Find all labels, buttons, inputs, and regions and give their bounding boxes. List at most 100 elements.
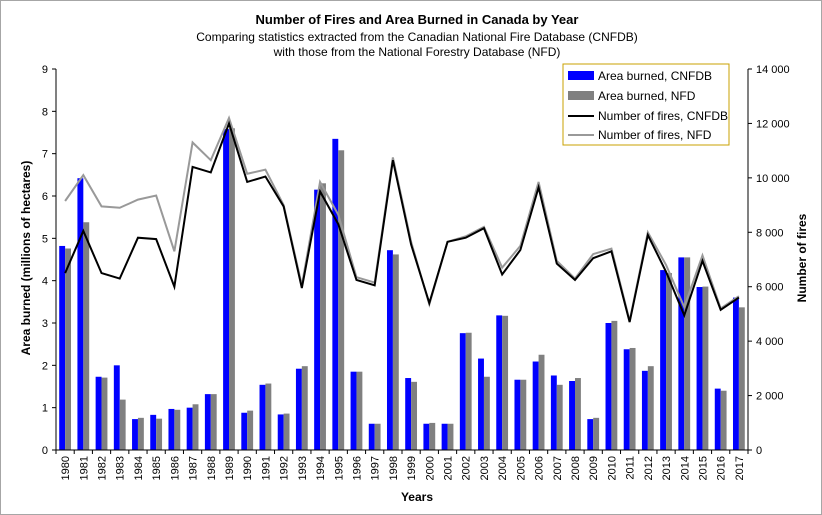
- legend-label-fires-nfd: Number of fires, NFD: [598, 128, 712, 142]
- bar-area-cnfdb-1988: [204, 394, 211, 450]
- bar-area-nfd-1980: [65, 248, 72, 450]
- bar-area-nfd-1990: [247, 410, 254, 450]
- bar-area-cnfdb-1996: [350, 371, 357, 450]
- bar-area-nfd-2008: [575, 378, 581, 450]
- lines-group: [64, 115, 740, 323]
- bar-area-cnfdb-1989: [223, 129, 229, 451]
- x-tick-label: 1984: [133, 456, 145, 480]
- bar-area-nfd-1984: [137, 417, 144, 450]
- x-tick-label: 1985: [151, 456, 163, 480]
- bar-area-cnfdb-2012: [641, 370, 648, 450]
- y-tick-label: 1: [42, 403, 48, 415]
- bar-area-cnfdb-2001: [441, 423, 448, 450]
- x-tick-label: 1997: [370, 456, 382, 480]
- bar-area-nfd-1998: [392, 254, 399, 450]
- bar-area-nfd-2001: [447, 423, 454, 450]
- bar-area-cnfdb-2008: [569, 381, 575, 450]
- bar-area-cnfdb-2003: [478, 358, 484, 450]
- x-tick-label: 2005: [515, 456, 527, 480]
- bar-area-nfd-2005: [520, 379, 527, 450]
- x-tick-label: 2012: [643, 456, 655, 480]
- x-tick-label: 1983: [115, 456, 127, 480]
- y-tick-label: 2: [42, 360, 48, 372]
- y-tick-label: 9: [42, 64, 48, 76]
- bar-area-cnfdb-1998: [386, 250, 393, 450]
- bar-area-nfd-2010: [611, 320, 618, 450]
- bar-area-nfd-1997: [374, 423, 381, 450]
- bar-area-nfd-1989: [229, 128, 235, 450]
- y2-tick-label: 2 000: [756, 391, 784, 403]
- x-tick-label: 1986: [169, 456, 181, 480]
- x-axis-title: Years: [401, 490, 433, 504]
- bar-area-cnfdb-1986: [168, 408, 175, 450]
- x-tick-label: 2001: [443, 456, 455, 480]
- bar-area-cnfdb-1997: [368, 423, 375, 450]
- axes-group: 0 1 2 3 4 5 6 7 8 9 0 2 000 4 000 6 000 8 000 10 000 12 …: [42, 64, 790, 480]
- bar-area-nfd-1988: [210, 394, 217, 450]
- x-tick-label: 1994: [315, 456, 327, 480]
- chart-subtitle-line-2: with those from the National Forestry Da…: [273, 45, 561, 59]
- line-fires-cnfdb: [64, 120, 740, 323]
- x-tick-label: 2013: [661, 456, 673, 480]
- bar-area-nfd-1992: [283, 413, 290, 450]
- bar-area-nfd-1995: [338, 150, 345, 450]
- bar-area-nfd-1982: [101, 377, 108, 450]
- bar-area-cnfdb-2006: [532, 361, 539, 450]
- bar-area-cnfdb-1985: [150, 414, 157, 450]
- bar-area-cnfdb-2007: [550, 375, 557, 450]
- legend-label-area-nfd: Area burned, NFD: [598, 89, 696, 103]
- bar-area-cnfdb-1987: [186, 407, 193, 450]
- x-tick-label: 1982: [97, 456, 109, 480]
- bar-area-cnfdb-2015: [696, 287, 703, 450]
- legend-swatch-area-nfd: [568, 91, 594, 100]
- bar-area-nfd-2009: [593, 417, 600, 450]
- y2-axis-title: Number of fires: [795, 213, 809, 302]
- chart-title: Number of Fires and Area Burned in Canad…: [256, 12, 579, 27]
- bar-area-cnfdb-2014: [678, 257, 685, 450]
- x-tick-label: 1999: [406, 456, 418, 480]
- bar-area-nfd-2015: [702, 286, 709, 450]
- bar-area-nfd-1985: [156, 418, 163, 450]
- bar-area-cnfdb-2002: [459, 333, 466, 450]
- x-tick-label: 1991: [260, 456, 272, 480]
- legend-label-area-cnfdb: Area burned, CNFDB: [598, 69, 712, 83]
- x-tick-label: 1987: [188, 456, 200, 480]
- line-fires-nfd: [64, 115, 740, 321]
- bar-area-nfd-2012: [647, 366, 654, 450]
- bar-area-nfd-2002: [465, 332, 472, 450]
- bar-area-cnfdb-2000: [423, 423, 430, 450]
- bar-area-nfd-1999: [411, 381, 418, 450]
- bar-area-nfd-2007: [556, 384, 563, 450]
- bar-area-cnfdb-1990: [241, 412, 248, 450]
- x-tick-label: 1990: [242, 456, 254, 480]
- bar-area-cnfdb-1980: [59, 245, 66, 450]
- bar-area-nfd-1986: [174, 409, 181, 450]
- bar-area-cnfdb-2016: [714, 388, 721, 450]
- x-tick-label: 2002: [461, 456, 473, 480]
- y2-tick-label: 6 000: [756, 282, 784, 294]
- y-tick-label: 3: [42, 318, 48, 330]
- x-tick-label: 1989: [224, 456, 236, 480]
- bar-area-cnfdb-1981: [77, 178, 84, 450]
- x-tick-label: 1981: [78, 456, 90, 480]
- y2-tick-label: 0: [756, 445, 762, 457]
- legend: Area burned, CNFDB Area burned, NFD Numb…: [562, 63, 730, 146]
- bar-area-nfd-2000: [429, 422, 436, 450]
- bar-area-cnfdb-1993: [295, 368, 302, 450]
- bar-area-cnfdb-1995: [332, 138, 339, 450]
- x-tick-label: 2000: [424, 456, 436, 480]
- x-tick-label: 1998: [388, 456, 400, 480]
- bar-area-cnfdb-1991: [259, 384, 266, 450]
- x-tick-label: 2006: [534, 456, 546, 480]
- legend-swatch-area-cnfdb: [568, 71, 594, 80]
- bar-area-nfd-2006: [538, 354, 545, 450]
- x-tick-label: 1992: [279, 456, 291, 480]
- bar-area-nfd-1981: [83, 222, 90, 450]
- bar-area-nfd-2003: [483, 376, 490, 450]
- bar-area-nfd-2004: [502, 315, 509, 450]
- bar-area-nfd-1987: [192, 404, 199, 450]
- x-tick-label: 1993: [297, 456, 309, 480]
- y-tick-label: 5: [42, 233, 48, 245]
- x-tick-label: 1988: [206, 456, 218, 480]
- bar-area-cnfdb-2013: [660, 270, 667, 450]
